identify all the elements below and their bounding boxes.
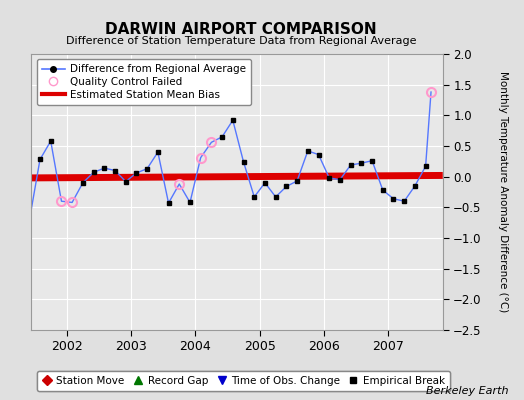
Legend: Station Move, Record Gap, Time of Obs. Change, Empirical Break: Station Move, Record Gap, Time of Obs. C… bbox=[37, 371, 450, 391]
Text: DARWIN AIRPORT COMPARISON: DARWIN AIRPORT COMPARISON bbox=[105, 22, 377, 37]
Text: Difference of Station Temperature Data from Regional Average: Difference of Station Temperature Data f… bbox=[66, 36, 416, 46]
Text: Berkeley Earth: Berkeley Earth bbox=[426, 386, 508, 396]
Y-axis label: Monthly Temperature Anomaly Difference (°C): Monthly Temperature Anomaly Difference (… bbox=[498, 71, 508, 313]
